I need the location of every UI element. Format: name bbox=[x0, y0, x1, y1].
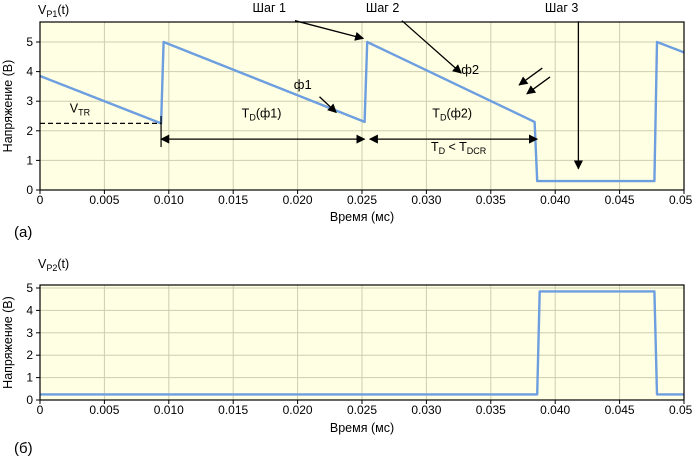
x-tick-label: 0.045 bbox=[605, 193, 635, 207]
annotation-text: ф2 bbox=[461, 62, 479, 77]
annotation-text: TD(ф1) bbox=[242, 106, 282, 122]
x-tick-label: 0.040 bbox=[540, 193, 570, 207]
x-tick-label: 0.025 bbox=[347, 193, 377, 207]
x-tick-label: 0.035 bbox=[476, 403, 506, 417]
waveform-VP2 bbox=[40, 290, 684, 396]
y-tick-label: 1 bbox=[26, 371, 33, 385]
y-tick-label: 5 bbox=[26, 35, 33, 49]
waveform-VP1 bbox=[40, 40, 684, 183]
y-tick-label: 0 bbox=[26, 183, 33, 197]
annotation-arrow bbox=[294, 20, 365, 41]
x-axis-label: Время (мс) bbox=[330, 421, 394, 435]
x-tick-label: 0.005 bbox=[89, 193, 119, 207]
caption-b: (б) bbox=[14, 440, 33, 457]
x-tick-label: 0.045 bbox=[605, 403, 635, 417]
y-tick-label: 0 bbox=[26, 393, 33, 407]
x-tick-label: 0.015 bbox=[218, 193, 248, 207]
x-tick-label: 0.015 bbox=[218, 403, 248, 417]
y-tick-label: 4 bbox=[26, 303, 33, 317]
annotation-text: ф1 bbox=[294, 77, 312, 92]
x-tick-label: 0.010 bbox=[154, 193, 184, 207]
annotation-arrow bbox=[401, 20, 462, 74]
annotation-text: TD(ф2) bbox=[432, 106, 472, 122]
annotation-text: Шаг 2 bbox=[366, 1, 399, 15]
x-axis-label: Время (мс) bbox=[330, 210, 394, 224]
x-tick-label: 0.020 bbox=[283, 403, 313, 417]
y-tick-label: 5 bbox=[26, 281, 33, 295]
annotation-arrow bbox=[526, 76, 551, 95]
annotation-text: Шаг 1 bbox=[253, 1, 286, 15]
caption-a: (а) bbox=[14, 224, 33, 241]
y-tick-label: 2 bbox=[26, 124, 33, 138]
chart-title: VP1(t) bbox=[38, 3, 69, 19]
chart-vp1: 0 0.005 0.010 0.015 0.020 0.025 0.030 0.035 0.04… bbox=[1, 1, 692, 224]
chart-title: VP2(t) bbox=[38, 257, 69, 273]
x-tick-label: 0.030 bbox=[411, 403, 441, 417]
x-tick-label: 0.025 bbox=[347, 403, 377, 417]
y-axis-label: Напряжение (В) bbox=[1, 296, 15, 389]
y-axis-label: Напряжение (В) bbox=[1, 60, 15, 153]
chart-vp2: 0 0.005 0.010 0.015 0.020 0.025 0.030 0.035 0.04… bbox=[1, 257, 692, 435]
y-tick-label: 4 bbox=[26, 65, 33, 79]
annotation-text: VTR bbox=[70, 101, 91, 117]
x-tick-label: 0 bbox=[37, 403, 44, 417]
x-tick-label: 0.040 bbox=[540, 403, 570, 417]
annotation-text: Шаг 3 bbox=[545, 1, 578, 15]
annotation-arrow bbox=[319, 96, 337, 114]
y-tick-label: 1 bbox=[26, 153, 33, 167]
annotation-arrow bbox=[518, 67, 543, 86]
x-tick-label: 0.050 bbox=[669, 193, 692, 207]
x-tick-label: 0.050 bbox=[669, 403, 692, 417]
x-tick-label: 0.035 bbox=[476, 193, 506, 207]
x-tick-label: 0.010 bbox=[154, 403, 184, 417]
x-tick-label: 0.005 bbox=[89, 403, 119, 417]
x-tick-label: 0 bbox=[37, 193, 44, 207]
x-tick-label: 0.020 bbox=[283, 193, 313, 207]
annotation-text: TD < TDCR bbox=[431, 140, 487, 156]
x-tick-label: 0.030 bbox=[411, 193, 441, 207]
y-tick-label: 2 bbox=[26, 348, 33, 362]
y-tick-label: 3 bbox=[26, 326, 33, 340]
y-tick-label: 3 bbox=[26, 94, 33, 108]
